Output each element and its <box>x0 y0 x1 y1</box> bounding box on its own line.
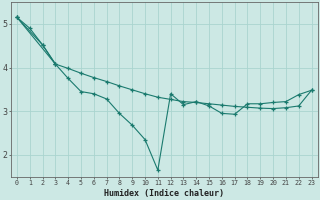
X-axis label: Humidex (Indice chaleur): Humidex (Indice chaleur) <box>104 189 224 198</box>
